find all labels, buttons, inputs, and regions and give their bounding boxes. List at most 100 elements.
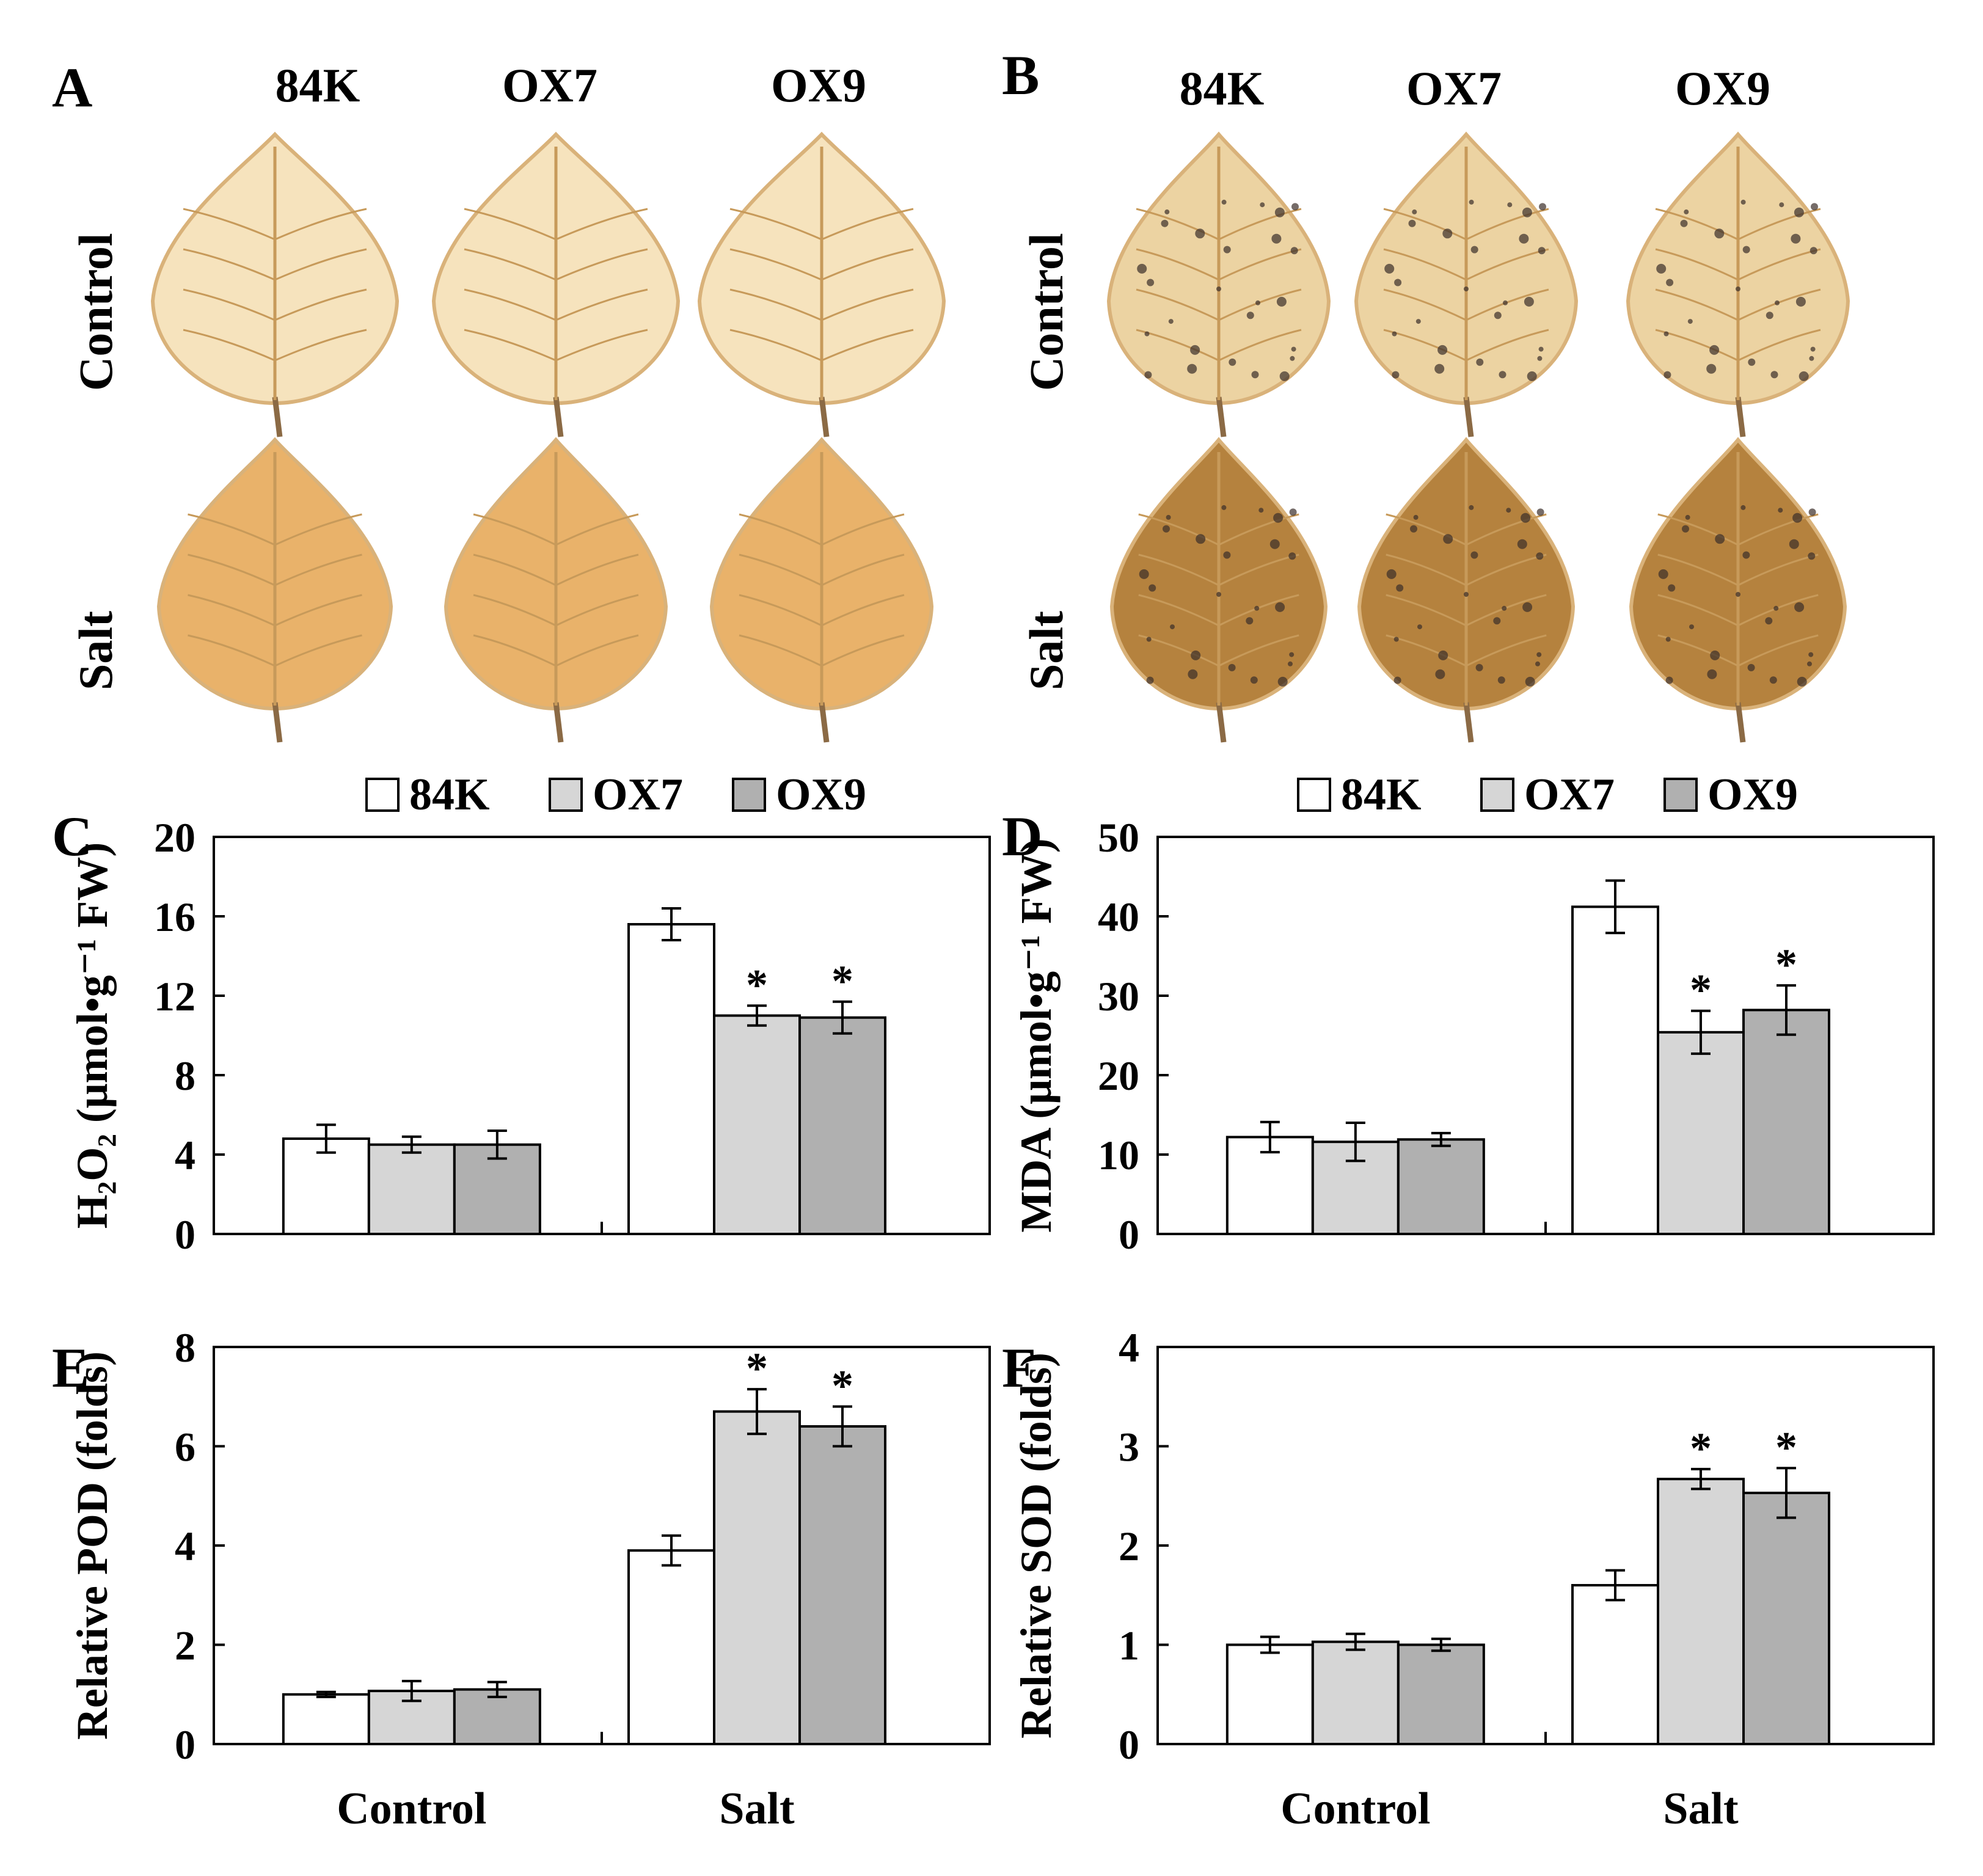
panel-b-leaf-control-ox9-stain-spot (1791, 233, 1801, 244)
panel-b-leaf-control-ox7-stain-spot (1415, 319, 1421, 324)
y-tick-label: 0 (175, 1211, 195, 1258)
x-category-label: Control (337, 1784, 486, 1834)
panel-b-leaf-control-ox9-stain-spot (1748, 358, 1756, 366)
legend-swatch-ox9 (732, 778, 766, 812)
panel-b-leaf-salt-ox7-stain-spot (1410, 525, 1417, 533)
panel-a-leaf-salt-84k-vein (274, 634, 362, 667)
bar-ox9-control (1397, 1138, 1485, 1236)
panel-a-leaf-control-ox9-vein (729, 329, 822, 362)
chart-e: E 0 2 4 6 8 Relative POD (folds) * * Control Salt (52, 1324, 991, 1834)
bar-ox9-salt (798, 1016, 886, 1235)
panel-b-leaf-control-ox9-stain-spot (1810, 346, 1816, 352)
panel-b-leaf-control-84k-stain-spot (1290, 356, 1295, 361)
panel-a-leaf-salt-ox9-stem (819, 702, 830, 743)
bar-84k-control (282, 1693, 370, 1745)
panel-a-leaf-salt-ox9-vein (739, 553, 822, 586)
panel-b-leaf-salt-ox9-stain-spot (1797, 676, 1807, 687)
panel-a-leaf-control-ox7-vein (464, 248, 557, 281)
panel-b-leaf-control-84k-stain-spot (1147, 279, 1155, 287)
panel-b-leaf-control-ox9-stain-spot (1795, 296, 1806, 307)
panel-b-leaf-salt-ox9-stain-spot (1789, 539, 1799, 549)
panel-b-leaf-control-ox7-vein (1383, 248, 1467, 281)
panel-b-leaf-salt-84k-stain-spot (1277, 676, 1288, 687)
panel-letter-f: F (1002, 1337, 1036, 1399)
panel-b-leaf-salt-ox9-stain-spot (1769, 676, 1777, 684)
panel-a-leaf-control-84k-stem (272, 396, 283, 437)
panel-a-leaf-control-ox9-vein (821, 208, 914, 241)
panel-a-leaf-control-84k-vein (274, 329, 367, 362)
panel-b-leaf-salt-ox7-stain-spot (1417, 624, 1422, 630)
bar-84k-control (1225, 1643, 1314, 1745)
panel-b-leaf-control-ox7-stain-spot (1469, 199, 1474, 205)
panel-b-leaf-control-ox7-stain-spot (1503, 300, 1508, 305)
panel-a-leaf-control-84k-vein (183, 248, 276, 281)
bar-ox7-control (367, 1143, 456, 1235)
y-tick-label: 10 (1098, 1132, 1139, 1178)
panel-a-leaf-control-ox7-stem (553, 396, 564, 437)
panel-b-leaf-control-84k-stain-spot (1279, 371, 1290, 381)
panel-letter-a: A (52, 56, 93, 119)
panel-b-leaf-control-84k-stain-spot (1221, 199, 1227, 205)
panel-b-leaf-salt-ox7-vein (1386, 594, 1467, 627)
y-tick-label: 8 (175, 1324, 195, 1371)
panel-b-leaf-salt-84k-stain-spot (1196, 534, 1206, 544)
panel-b-leaf-salt-84k-stain-spot (1163, 525, 1170, 533)
y-tick-label: 12 (154, 973, 195, 1020)
panel-a-leaf-salt-ox7-vein (555, 634, 639, 667)
panel-a-leaf-control-ox7 (431, 131, 681, 437)
panel-b-leaf-control-ox9-vein (1737, 208, 1821, 241)
bar-ox7-salt (1657, 1031, 1745, 1236)
panel-b-leaf-salt-ox7-stain-spot (1396, 584, 1404, 592)
y-tick-label: 1 (1119, 1622, 1139, 1669)
y-tick-label: 6 (175, 1424, 195, 1470)
panel-b-leaf-control-ox9-stain-spot (1794, 207, 1804, 217)
panel-b-leaf-salt-ox7-stain-spot (1497, 676, 1505, 684)
legend-label-84k: 84K (409, 770, 490, 820)
panel-b-leaf-control-84k-stem (1216, 396, 1227, 437)
significance-marker: * (1690, 966, 1712, 1015)
panel-b-leaf-salt-84k-vein (1218, 513, 1299, 546)
panel-b-leaf-control-ox9-stain-spot (1810, 247, 1817, 255)
panel-b-leaf-salt-ox9-stain-spot (1685, 514, 1690, 520)
panel-b-leaf-control-ox9-vein (1655, 288, 1739, 321)
panel-b-leaf-salt-ox7-vein (1466, 513, 1547, 546)
panel-b-leaf-control-84k-stain-spot (1144, 371, 1152, 379)
panel-b-leaf-control-ox9-stain-spot (1656, 263, 1667, 274)
panel-b-leaf-salt-84k-vein (1138, 553, 1219, 586)
panel-b-leaf-salt-ox9-stain-spot (1736, 592, 1740, 597)
panel-a-leaf-control-ox9-vein (729, 248, 822, 281)
panel-b-leaf-salt-ox7-stain-spot (1470, 551, 1478, 559)
panel-a-leaf-salt-84k-vein (188, 594, 276, 627)
panel-b-leaf-control-84k-stain-spot (1290, 247, 1298, 255)
panel-b-leaf-control-ox9-stain-spot (1687, 319, 1693, 324)
y-tick-label: 20 (1098, 1053, 1139, 1099)
panel-b-leaf-salt-84k-stain-spot (1228, 663, 1236, 671)
panel-b-leaf-salt-ox9-vein (1737, 594, 1819, 627)
panel-a-leaf-salt-ox7-vein (473, 634, 557, 667)
panel-b-leaf-control-ox9-stain-spot (1706, 363, 1717, 374)
legend-label-ox9: OX9 (776, 770, 866, 820)
panel-b-leaf-salt-84k-stain-spot (1223, 551, 1231, 559)
panel-b-leaf-salt-84k-stain-spot (1146, 676, 1154, 684)
panel-a-leaf-salt-84k-vein (188, 553, 276, 586)
panel-letter-d: D (1002, 805, 1042, 867)
chart-c: C 0 4 8 12 16 20 H₂O₂ (μmol•g⁻¹ FW) * * 84K OX7 OX9 (52, 767, 991, 1258)
panel-b-leaf-control-ox9-stain-spot (1666, 279, 1674, 287)
panel-b-leaf-salt-ox9-stain-spot (1710, 650, 1720, 660)
panel-b-leaf-salt-ox7-stain-spot (1386, 569, 1397, 579)
panel-b-leaf-salt-ox9-stain-spot (1773, 605, 1779, 611)
panel-b-leaf-control-84k-stain-spot (1276, 296, 1287, 307)
y-tick-label: 0 (175, 1721, 195, 1768)
panel-b-leaf-control-ox7-stain-spot (1538, 346, 1544, 352)
panel-a-leaf-control-ox9 (697, 131, 946, 437)
panel-b-leaf-control-84k-stain-spot (1190, 345, 1200, 355)
panel-b-leaf-salt-ox7-stain-spot (1469, 505, 1474, 510)
panel-b-leaf-salt-ox9-stain-spot (1682, 525, 1689, 533)
panel-b-leaf-control-ox9-stain-spot (1714, 228, 1725, 239)
panel-a-leaf-salt-ox9-vein (821, 513, 905, 546)
panel-b-leaf-control-84k-stain-spot (1144, 331, 1150, 337)
panel-b-leaf-salt-ox7 (1357, 437, 1576, 743)
panel-b-leaf-salt-ox7-stem (1463, 702, 1474, 743)
panel-b-leaf-salt-84k (1109, 437, 1328, 743)
panel-b-leaf-control-ox7-stain-spot (1434, 363, 1445, 374)
